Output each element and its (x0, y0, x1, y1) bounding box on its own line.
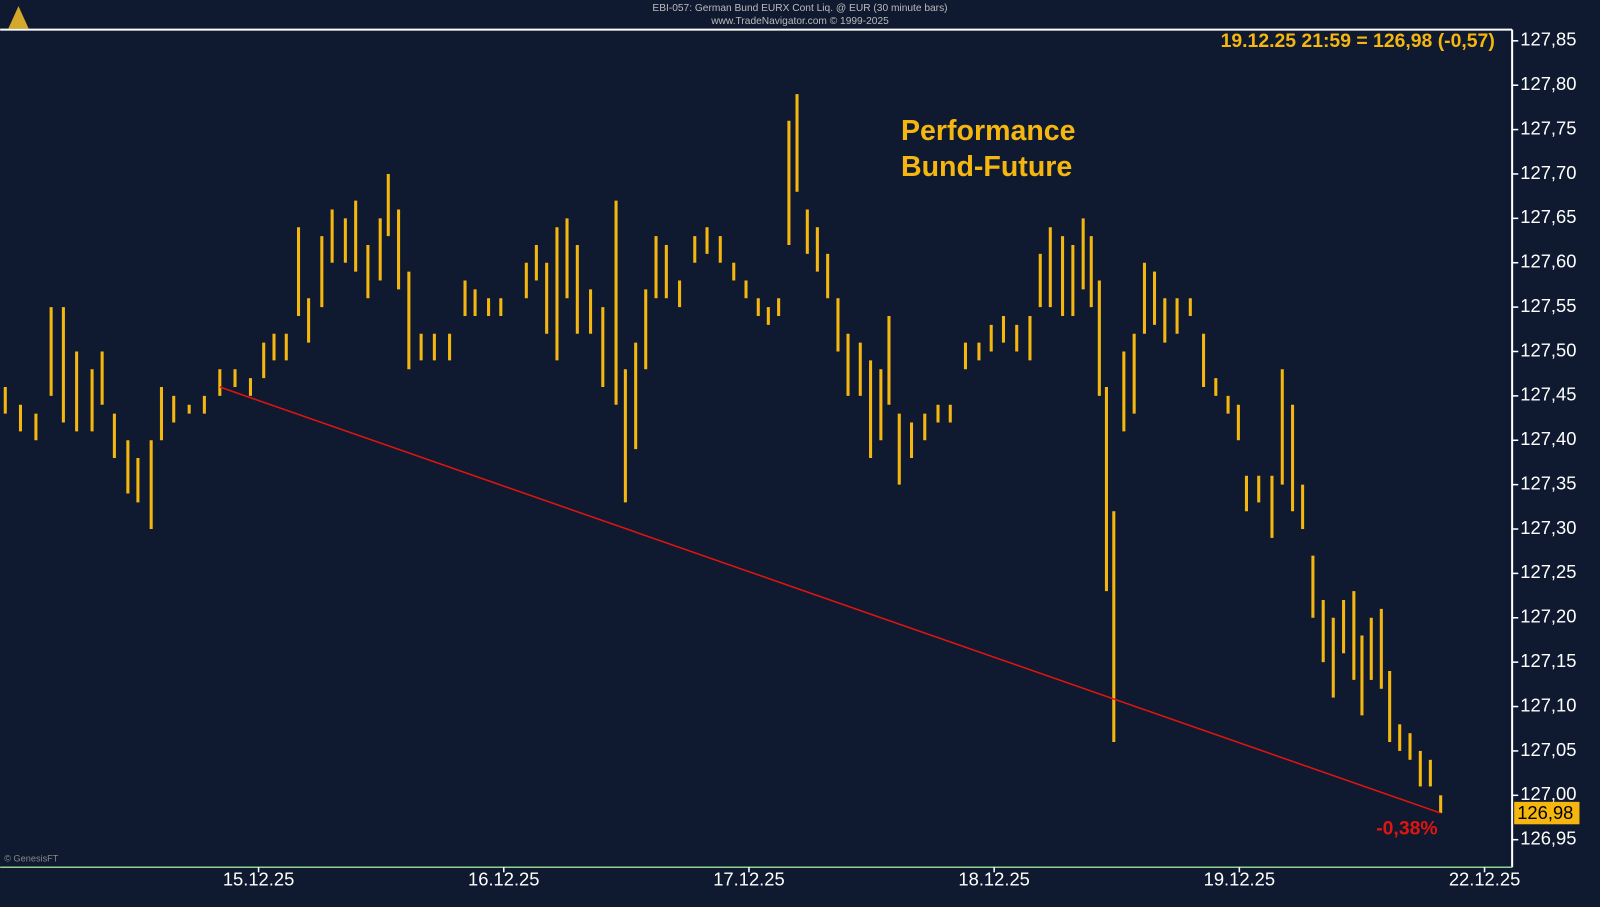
y-tick-label: 127,80 (1520, 73, 1576, 94)
y-tick-label: 127,65 (1520, 206, 1576, 227)
y-tick-label: 127,25 (1520, 561, 1576, 582)
logo (8, 6, 29, 29)
y-tick-label: 127,15 (1520, 650, 1576, 671)
y-tick-label: 127,45 (1520, 384, 1576, 405)
title-line: Bund-Future (901, 151, 1072, 183)
y-tick-label: 127,50 (1520, 339, 1576, 360)
trend-label: -0,38% (1376, 818, 1437, 840)
x-tick-label: 22.12.25 (1449, 868, 1520, 889)
x-tick-label: 17.12.25 (713, 868, 784, 889)
y-tick-label: 127,70 (1520, 162, 1576, 183)
last-price-label: 126,98 (1517, 802, 1573, 823)
y-tick-label: 127,20 (1520, 606, 1576, 627)
last-price-tag (1514, 801, 1580, 825)
y-tick-label: 127,30 (1520, 517, 1576, 538)
y-tick-label: 127,10 (1520, 694, 1576, 715)
x-tick-label: 16.12.25 (468, 868, 539, 889)
x-tick-label: 19.12.25 (1204, 868, 1275, 889)
y-tick-label: 127,05 (1520, 739, 1576, 760)
y-tick-label: 127,75 (1520, 117, 1576, 138)
y-tick-label: 127,55 (1520, 295, 1576, 316)
y-tick-label: 126,95 (1520, 828, 1576, 849)
source: www.TradeNavigator.com © 1999-2025 (710, 16, 889, 27)
y-tick-label: 127,60 (1520, 251, 1576, 272)
trend-line (219, 386, 1441, 814)
x-tick-label: 15.12.25 (223, 868, 294, 889)
x-tick-label: 18.12.25 (958, 868, 1029, 889)
title-line: Performance (901, 115, 1076, 147)
quote: 19.12.25 21:59 = 126,98 (-0,57) (1221, 30, 1495, 52)
watermark: © GenesisFT (4, 853, 59, 863)
y-tick-label: 127,00 (1520, 783, 1576, 804)
header: EBI-057: German Bund EURX Cont Liq. @ EU… (652, 3, 947, 14)
y-tick-label: 127,85 (1520, 29, 1576, 50)
y-tick-label: 127,40 (1520, 428, 1576, 449)
y-tick-label: 127,35 (1520, 472, 1576, 493)
